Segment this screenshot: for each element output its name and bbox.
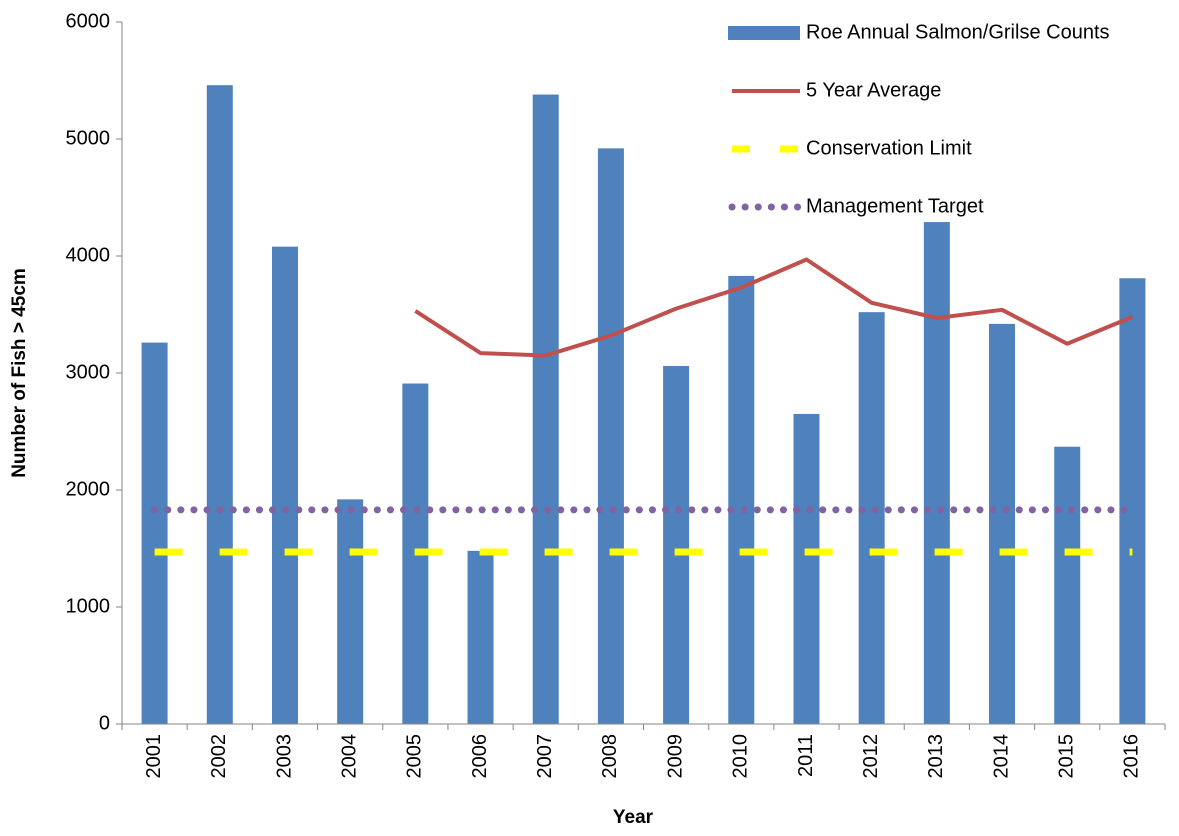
y-tick-label: 1000 [66, 595, 111, 617]
bar [141, 342, 168, 724]
legend-swatch [728, 26, 800, 40]
bar [923, 222, 950, 724]
y-tick-label: 4000 [66, 244, 111, 266]
x-tick-label: 2005 [404, 734, 426, 779]
x-tick-label: 2002 [208, 734, 230, 779]
x-tick-label: 2001 [143, 734, 165, 779]
bar [597, 148, 624, 725]
x-tick-label: 2011 [795, 734, 817, 777]
x-tick-label: 2013 [925, 734, 947, 779]
bar [467, 550, 494, 724]
legend-label: Conservation Limit [806, 137, 972, 159]
x-tick-label: 2003 [273, 734, 295, 779]
x-tick-label: 2014 [990, 734, 1012, 779]
y-tick-label: 2000 [66, 478, 111, 500]
x-tick-label: 2009 [664, 734, 686, 779]
bar [989, 323, 1016, 724]
x-tick-label: 2004 [338, 734, 360, 779]
x-axis-title: Year [613, 807, 654, 828]
legend-label: 5 Year Average [806, 79, 941, 101]
x-tick-label: 2010 [730, 734, 752, 779]
x-tick-label: 2015 [1056, 734, 1078, 779]
y-tick-label: 5000 [66, 127, 111, 149]
line-series [414, 257, 1134, 358]
y-tick-label: 6000 [66, 10, 111, 32]
bar [728, 275, 755, 724]
bar [532, 94, 559, 725]
bar [858, 312, 885, 724]
bar [271, 246, 298, 724]
x-tick-label: 2012 [860, 734, 882, 779]
y-tick-label: 0 [99, 712, 110, 734]
legend-label: Roe Annual Salmon/Grilse Counts [806, 21, 1110, 43]
x-tick-label: 2008 [599, 734, 621, 779]
bar [1119, 278, 1146, 724]
legend-label: Management Target [806, 195, 984, 217]
bar [337, 499, 364, 724]
bar [1054, 446, 1081, 724]
bar [663, 365, 690, 724]
x-tick-label: 2006 [469, 734, 491, 779]
y-axis-title: Number of Fish > 45cm [9, 268, 30, 478]
y-tick-label: 3000 [66, 361, 111, 383]
bar [793, 413, 820, 724]
x-tick-label: 2016 [1121, 734, 1143, 779]
x-tick-label: 2007 [534, 734, 556, 779]
bar [206, 85, 233, 725]
